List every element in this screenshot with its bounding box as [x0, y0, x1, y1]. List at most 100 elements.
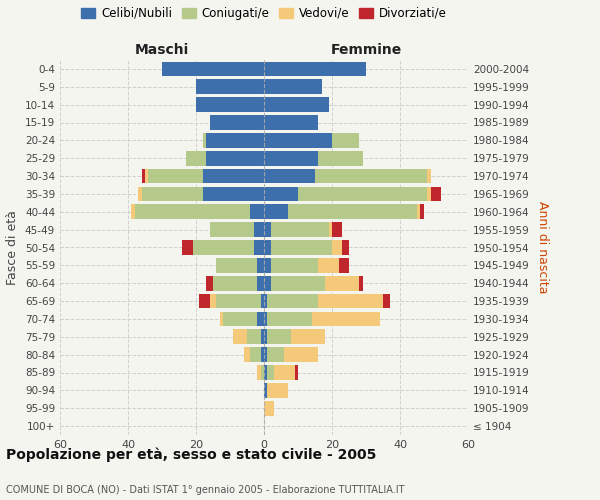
Bar — [196, 98, 264, 112]
Bar — [131, 204, 135, 219]
Bar — [264, 222, 271, 237]
Bar — [264, 401, 274, 415]
Bar — [264, 348, 268, 362]
Bar — [217, 258, 257, 272]
Bar — [359, 276, 362, 290]
Bar — [298, 186, 427, 201]
Bar — [213, 276, 257, 290]
Bar — [257, 312, 264, 326]
Y-axis label: Fasce di età: Fasce di età — [7, 210, 19, 285]
Bar — [421, 204, 424, 219]
Legend: Celibi/Nubili, Coniugati/e, Vedovi/e, Divorziati/e: Celibi/Nubili, Coniugati/e, Vedovi/e, Di… — [76, 2, 452, 24]
Bar — [196, 80, 264, 94]
Bar — [268, 365, 274, 380]
Bar — [257, 276, 264, 290]
Bar — [427, 186, 431, 201]
Bar — [135, 204, 250, 219]
Bar — [206, 276, 213, 290]
Bar — [182, 240, 193, 255]
Bar — [186, 151, 206, 166]
Bar — [431, 186, 441, 201]
Bar — [271, 222, 329, 237]
Bar — [271, 240, 332, 255]
Bar — [257, 365, 260, 380]
Bar — [311, 312, 380, 326]
Bar — [268, 348, 284, 362]
Bar — [295, 365, 298, 380]
Bar — [319, 151, 362, 166]
Bar — [268, 383, 288, 398]
Bar — [250, 204, 264, 219]
Bar — [268, 312, 311, 326]
Bar — [142, 168, 145, 184]
Bar — [319, 258, 339, 272]
Bar — [268, 294, 319, 308]
Bar — [254, 240, 264, 255]
Text: Popolazione per età, sesso e stato civile - 2005: Popolazione per età, sesso e stato civil… — [6, 448, 376, 462]
Text: COMUNE DI BOCA (NO) - Dati ISTAT 1° gennaio 2005 - Elaborazione TUTTITALIA.IT: COMUNE DI BOCA (NO) - Dati ISTAT 1° genn… — [6, 485, 404, 495]
Text: Maschi: Maschi — [135, 44, 189, 58]
Bar — [203, 133, 206, 148]
Bar — [264, 168, 315, 184]
Bar — [332, 133, 359, 148]
Bar — [264, 276, 271, 290]
Bar — [260, 294, 264, 308]
Bar — [264, 98, 329, 112]
Bar — [339, 258, 349, 272]
Bar — [264, 258, 271, 272]
Bar — [329, 222, 332, 237]
Bar — [264, 133, 332, 148]
Bar — [325, 276, 359, 290]
Bar — [264, 330, 268, 344]
Bar — [193, 240, 254, 255]
Bar — [260, 365, 264, 380]
Bar — [247, 330, 260, 344]
Bar — [315, 168, 427, 184]
Bar — [291, 330, 325, 344]
Bar — [264, 365, 268, 380]
Bar — [220, 312, 223, 326]
Bar — [271, 276, 325, 290]
Bar — [264, 80, 322, 94]
Bar — [217, 294, 260, 308]
Bar — [233, 330, 247, 344]
Bar — [268, 330, 291, 344]
Bar — [244, 348, 250, 362]
Bar — [332, 240, 342, 255]
Bar — [199, 294, 209, 308]
Bar — [203, 168, 264, 184]
Bar — [145, 168, 148, 184]
Bar — [206, 133, 264, 148]
Bar — [264, 62, 366, 76]
Bar — [274, 365, 295, 380]
Bar — [319, 294, 383, 308]
Bar — [203, 186, 264, 201]
Bar — [417, 204, 421, 219]
Bar — [264, 240, 271, 255]
Bar — [264, 186, 298, 201]
Bar — [162, 62, 264, 76]
Bar — [264, 151, 319, 166]
Bar — [209, 115, 264, 130]
Bar — [383, 294, 390, 308]
Bar — [264, 115, 319, 130]
Bar — [264, 204, 288, 219]
Text: Femmine: Femmine — [331, 44, 401, 58]
Bar — [427, 168, 431, 184]
Bar — [284, 348, 319, 362]
Bar — [332, 222, 342, 237]
Bar — [260, 330, 264, 344]
Bar — [342, 240, 349, 255]
Bar — [271, 258, 319, 272]
Bar — [257, 258, 264, 272]
Bar — [264, 312, 268, 326]
Bar — [206, 151, 264, 166]
Bar — [260, 348, 264, 362]
Bar — [209, 294, 217, 308]
Bar — [142, 186, 203, 201]
Bar — [250, 348, 260, 362]
Bar — [148, 168, 203, 184]
Bar — [138, 186, 142, 201]
Y-axis label: Anni di nascita: Anni di nascita — [536, 201, 549, 294]
Bar — [288, 204, 417, 219]
